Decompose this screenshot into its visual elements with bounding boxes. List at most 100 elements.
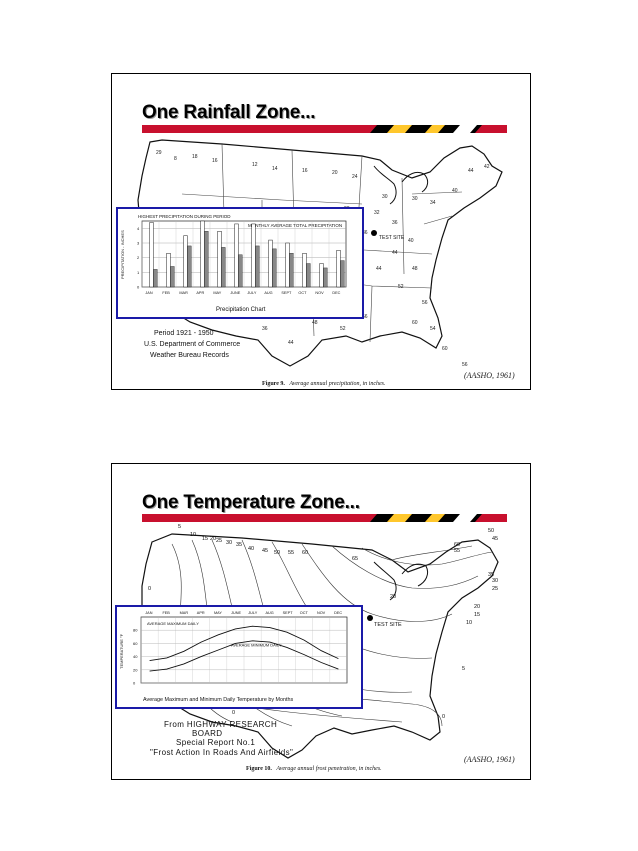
test-site-label: TEST SITE xyxy=(374,622,402,628)
legend-min: AVERAGE MINIMUM DAILY xyxy=(231,643,282,648)
y-tick-label: 0 xyxy=(133,681,136,686)
svg-text:56: 56 xyxy=(462,362,468,368)
map-note: Special Report No.1 xyxy=(176,738,256,747)
svg-text:60: 60 xyxy=(412,320,418,326)
x-tick-label: MAY xyxy=(214,611,222,615)
map-note: BOARD xyxy=(192,729,223,738)
x-tick-label: OCT xyxy=(298,291,307,295)
chart-title: Precipitation Chart xyxy=(216,307,266,313)
bar-highest xyxy=(200,220,205,288)
precipitation-chart-inset: HIGHEST PRECIPITATION DURING PERIOD MONT… xyxy=(116,207,364,319)
y-tick-label: 40 xyxy=(133,654,138,659)
svg-text:35: 35 xyxy=(488,572,494,578)
figure-text: Average annual precipitation, in inches. xyxy=(289,381,386,387)
y-tick-label: 60 xyxy=(133,641,138,646)
svg-text:20: 20 xyxy=(210,536,216,542)
svg-text:25: 25 xyxy=(492,586,498,592)
x-tick-label: JAN xyxy=(145,611,152,615)
x-tick-label: SEPT xyxy=(281,291,292,295)
svg-text:42: 42 xyxy=(484,164,490,170)
svg-text:5: 5 xyxy=(462,666,465,672)
svg-text:40: 40 xyxy=(408,238,414,244)
svg-text:0: 0 xyxy=(148,586,151,592)
svg-text:48: 48 xyxy=(312,320,318,326)
slide-temperature: One Temperature Zone... 5 xyxy=(111,463,531,780)
svg-text:55: 55 xyxy=(454,548,460,554)
series-line-max xyxy=(149,625,339,662)
svg-text:24: 24 xyxy=(352,174,358,180)
chart-title: Average Maximum and Minimum Daily Temper… xyxy=(143,697,294,703)
bar-average xyxy=(289,253,294,288)
bar-average xyxy=(153,269,158,288)
svg-text:60: 60 xyxy=(442,346,448,352)
svg-text:44: 44 xyxy=(468,168,474,174)
x-tick-label: APR xyxy=(197,611,205,615)
bar-average xyxy=(255,245,260,288)
temperature-chart: TEMPERATURE °F Average Maximum and Minim… xyxy=(119,611,348,703)
x-tick-label: DEC xyxy=(332,291,340,295)
x-tick-label: SEPT xyxy=(283,611,294,615)
bar-highest xyxy=(217,231,222,288)
map-note: Weather Bureau Records xyxy=(150,352,229,359)
svg-text:0: 0 xyxy=(232,710,235,716)
figure-caption: Figure 9. Average annual precipitation, … xyxy=(262,381,385,387)
svg-text:36: 36 xyxy=(262,326,268,332)
figure-label: Figure 9. xyxy=(262,381,285,387)
svg-text:54: 54 xyxy=(430,326,436,332)
bar-highest xyxy=(319,263,324,288)
citation: (AASHO, 1961) xyxy=(464,371,515,380)
svg-text:44: 44 xyxy=(288,340,294,346)
bar-average xyxy=(323,267,328,288)
x-tick-label: JAN xyxy=(145,291,152,295)
y-axis-label: PRECIPITATION - INCHES xyxy=(120,230,125,279)
legend-max: AVERAGE MAXIMUM DAILY xyxy=(147,621,199,626)
svg-text:56: 56 xyxy=(362,314,368,320)
bar-highest xyxy=(234,223,239,288)
y-axis-label: TEMPERATURE °F xyxy=(119,633,124,669)
y-tick-label: 20 xyxy=(133,667,138,672)
svg-text:30: 30 xyxy=(412,196,418,202)
svg-text:8: 8 xyxy=(174,156,177,162)
title-stripe xyxy=(142,514,507,522)
bar-average xyxy=(306,263,311,288)
svg-text:50: 50 xyxy=(488,528,494,534)
svg-text:36: 36 xyxy=(392,220,398,226)
x-tick-label: AUG xyxy=(264,291,272,295)
svg-text:60: 60 xyxy=(454,542,460,548)
svg-text:40: 40 xyxy=(248,546,254,552)
bar-average xyxy=(170,266,175,288)
svg-text:15: 15 xyxy=(202,536,208,542)
bar-highest xyxy=(166,253,171,288)
svg-text:52: 52 xyxy=(398,284,404,290)
slide-rainfall: One Rainfall Zone... 29 8 18 16 12 14 16 20 24… xyxy=(111,73,531,390)
bar-highest xyxy=(149,222,154,288)
svg-text:56: 56 xyxy=(422,300,428,306)
svg-text:65: 65 xyxy=(352,556,358,562)
bar-average xyxy=(221,247,226,288)
bar-average xyxy=(187,245,192,288)
citation: (AASHO, 1961) xyxy=(464,755,515,764)
x-tick-label: JULY xyxy=(247,291,256,295)
svg-text:15: 15 xyxy=(474,612,480,618)
precipitation-chart: HIGHEST PRECIPITATION DURING PERIOD MONT… xyxy=(120,214,347,313)
title-stripe xyxy=(142,125,507,133)
svg-text:45: 45 xyxy=(262,548,268,554)
x-tick-label: DEC xyxy=(334,611,342,615)
svg-text:44: 44 xyxy=(376,266,382,272)
x-tick-label: JUNE xyxy=(230,291,240,295)
bar-average xyxy=(272,248,277,288)
temperature-chart-inset: TEMPERATURE °F Average Maximum and Minim… xyxy=(115,605,363,709)
test-site-label: TEST SITE xyxy=(379,235,405,241)
svg-text:55: 55 xyxy=(288,550,294,556)
map-note: From HIGHWAY RESEARCH xyxy=(164,720,278,729)
svg-text:16: 16 xyxy=(212,158,218,164)
map-note: Period 1921 - 1950 xyxy=(154,330,214,337)
x-tick-label: APR xyxy=(196,291,204,295)
svg-text:25: 25 xyxy=(216,538,222,544)
x-tick-label: MAY xyxy=(213,291,221,295)
y-tick-label: 1 xyxy=(137,270,140,275)
svg-text:12: 12 xyxy=(252,162,258,168)
svg-text:0: 0 xyxy=(442,714,445,720)
x-tick-label: JULY xyxy=(248,611,257,615)
bar-highest xyxy=(251,223,256,288)
